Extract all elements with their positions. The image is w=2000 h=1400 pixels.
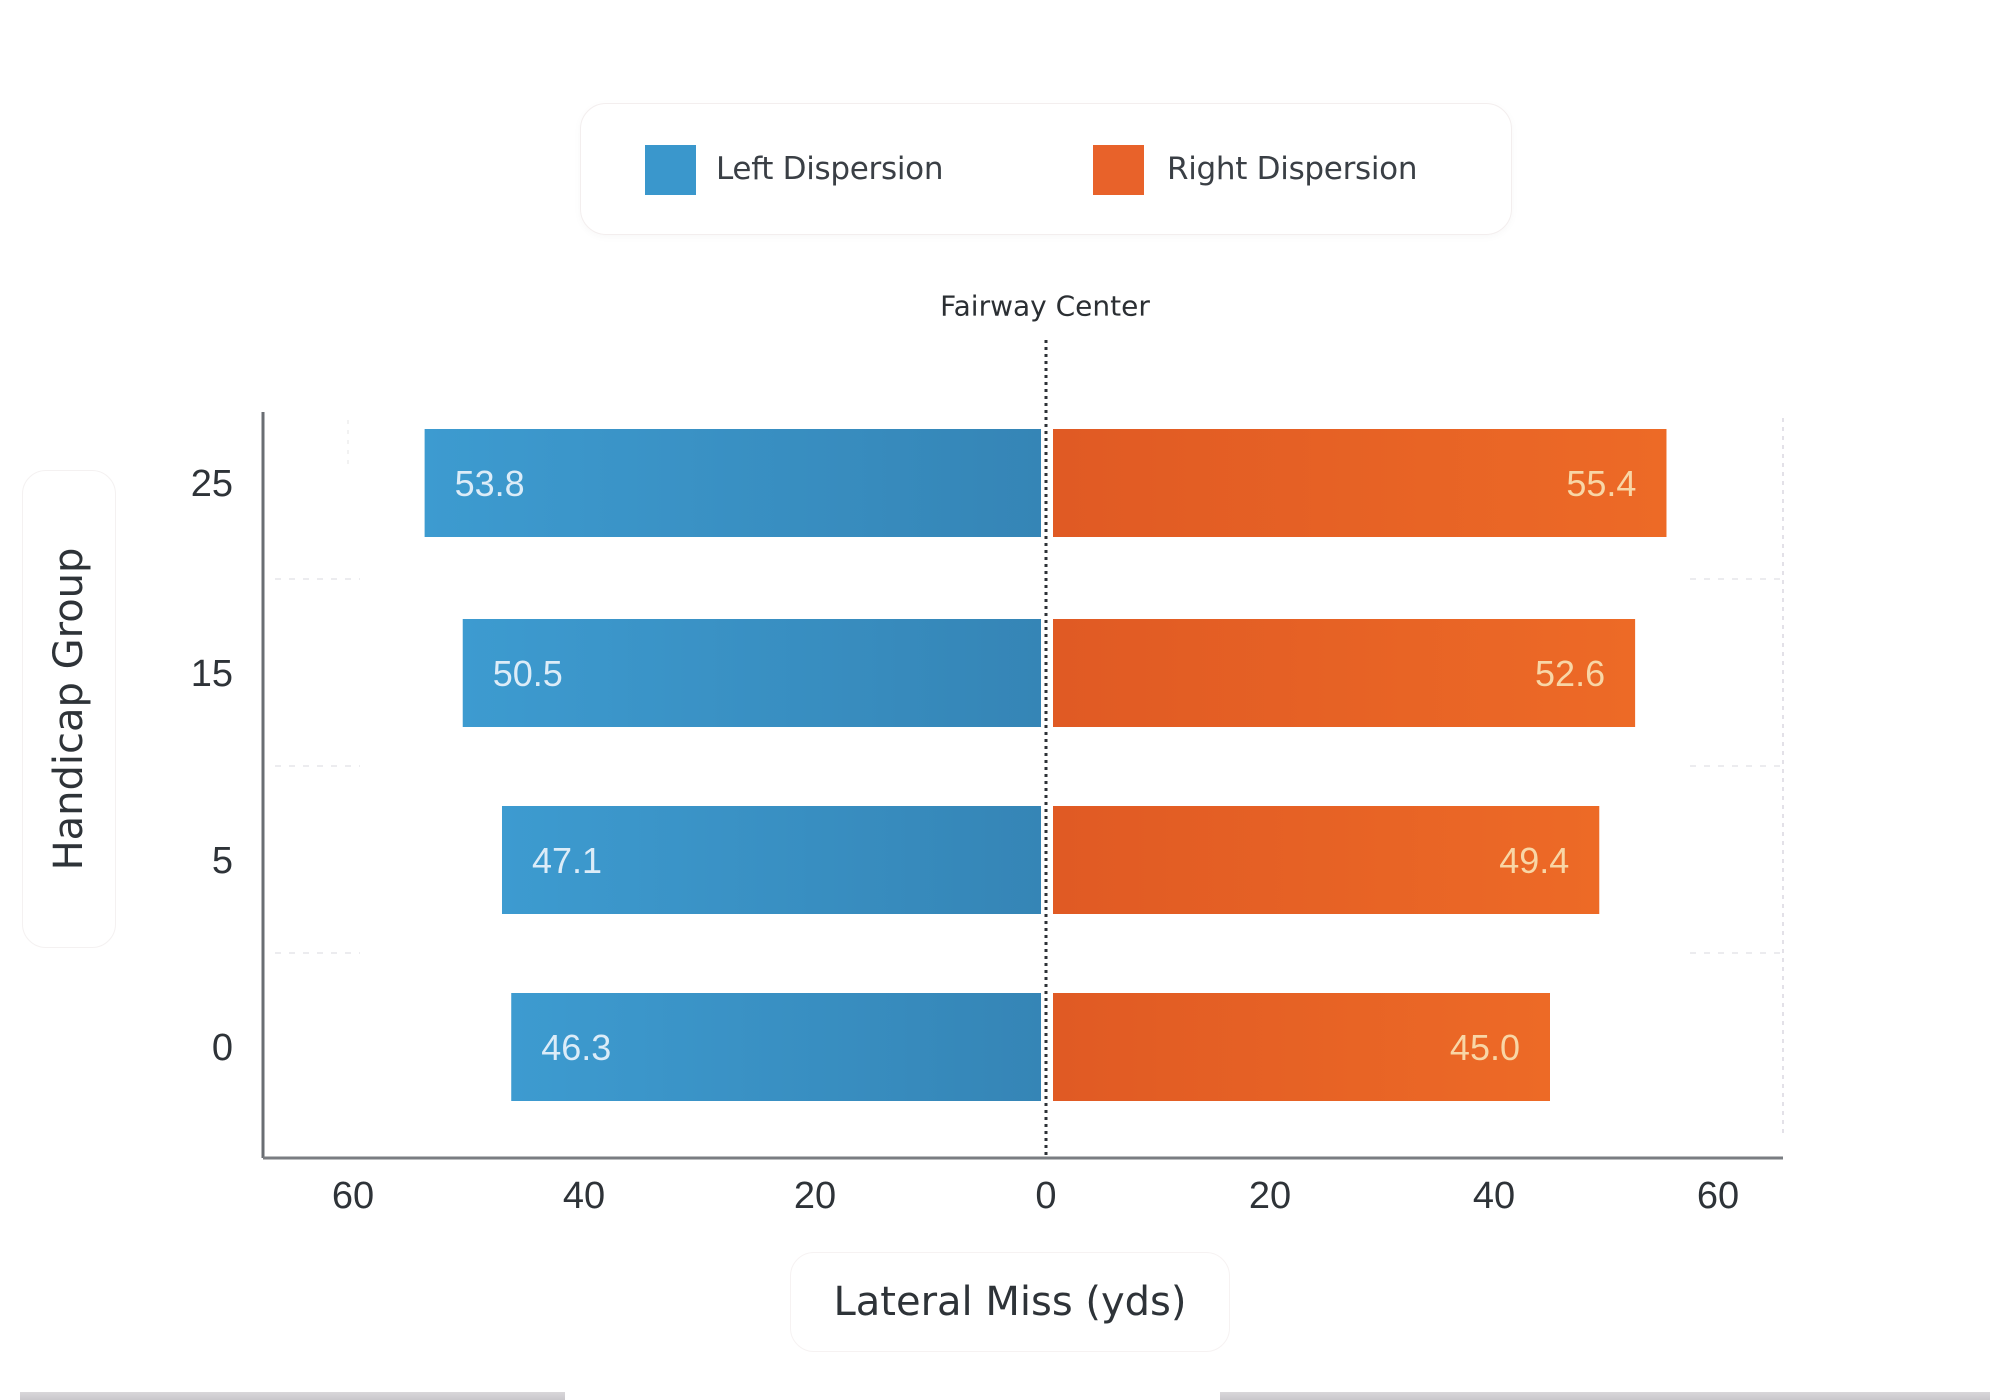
bar-left-15 [462, 619, 1042, 727]
fairway-center-label: Fairway Center [940, 289, 1150, 323]
data-label-right-5: 49.4 [1499, 840, 1569, 881]
x-tick-label: 20 [1249, 1175, 1291, 1217]
bottom-edge-bar-right [1220, 1392, 1990, 1400]
x-tick-label: 0 [1035, 1175, 1056, 1217]
legend-swatch-right [1093, 145, 1144, 195]
bar-right-25 [1053, 429, 1667, 537]
data-label-left-15: 50.5 [493, 653, 563, 694]
bar-right-15 [1053, 619, 1636, 727]
data-label-left-5: 47.1 [532, 840, 602, 881]
data-label-right-15: 52.6 [1535, 653, 1605, 694]
bar-left-25 [424, 429, 1041, 537]
x-axis-title-box [790, 1252, 1230, 1352]
legend-swatch-left [645, 145, 696, 195]
labels: 53.8 55.4 25 50.5 52.6 15 47.1 49.4 5 46.3 45.0 0 60… [191, 463, 1739, 1217]
bar-right-0 [1053, 993, 1550, 1101]
bars [424, 429, 1667, 1101]
data-label-left-25: 53.8 [455, 463, 525, 504]
legend-label-left: Left Dispersion [716, 151, 944, 187]
legend [580, 103, 1512, 235]
x-tick-label: 40 [563, 1175, 605, 1217]
x-tick-label: 60 [1697, 1175, 1739, 1217]
y-tick-label-25: 25 [191, 463, 233, 505]
y-axis-title-box [22, 470, 116, 948]
x-axis-title: Lateral Miss (yds) [833, 1279, 1187, 1325]
data-label-right-0: 45.0 [1450, 1027, 1520, 1068]
axes [261, 340, 1783, 1160]
y-tick-label-5: 5 [212, 840, 233, 882]
x-tick-label: 40 [1473, 1175, 1515, 1217]
bar-left-0 [511, 993, 1041, 1101]
y-tick-label-15: 15 [191, 653, 233, 695]
y-tick-label-0: 0 [212, 1027, 233, 1069]
gridlines [275, 418, 1784, 1135]
data-label-left-0: 46.3 [541, 1027, 611, 1068]
legend-label-right: Right Dispersion [1167, 151, 1418, 187]
bar-left-5 [501, 806, 1041, 914]
x-tick-label: 20 [794, 1175, 836, 1217]
data-label-right-25: 55.4 [1566, 463, 1636, 504]
bar-right-5 [1053, 806, 1600, 914]
bottom-edge-bar-left [20, 1392, 565, 1400]
x-tick-label: 60 [332, 1175, 374, 1217]
